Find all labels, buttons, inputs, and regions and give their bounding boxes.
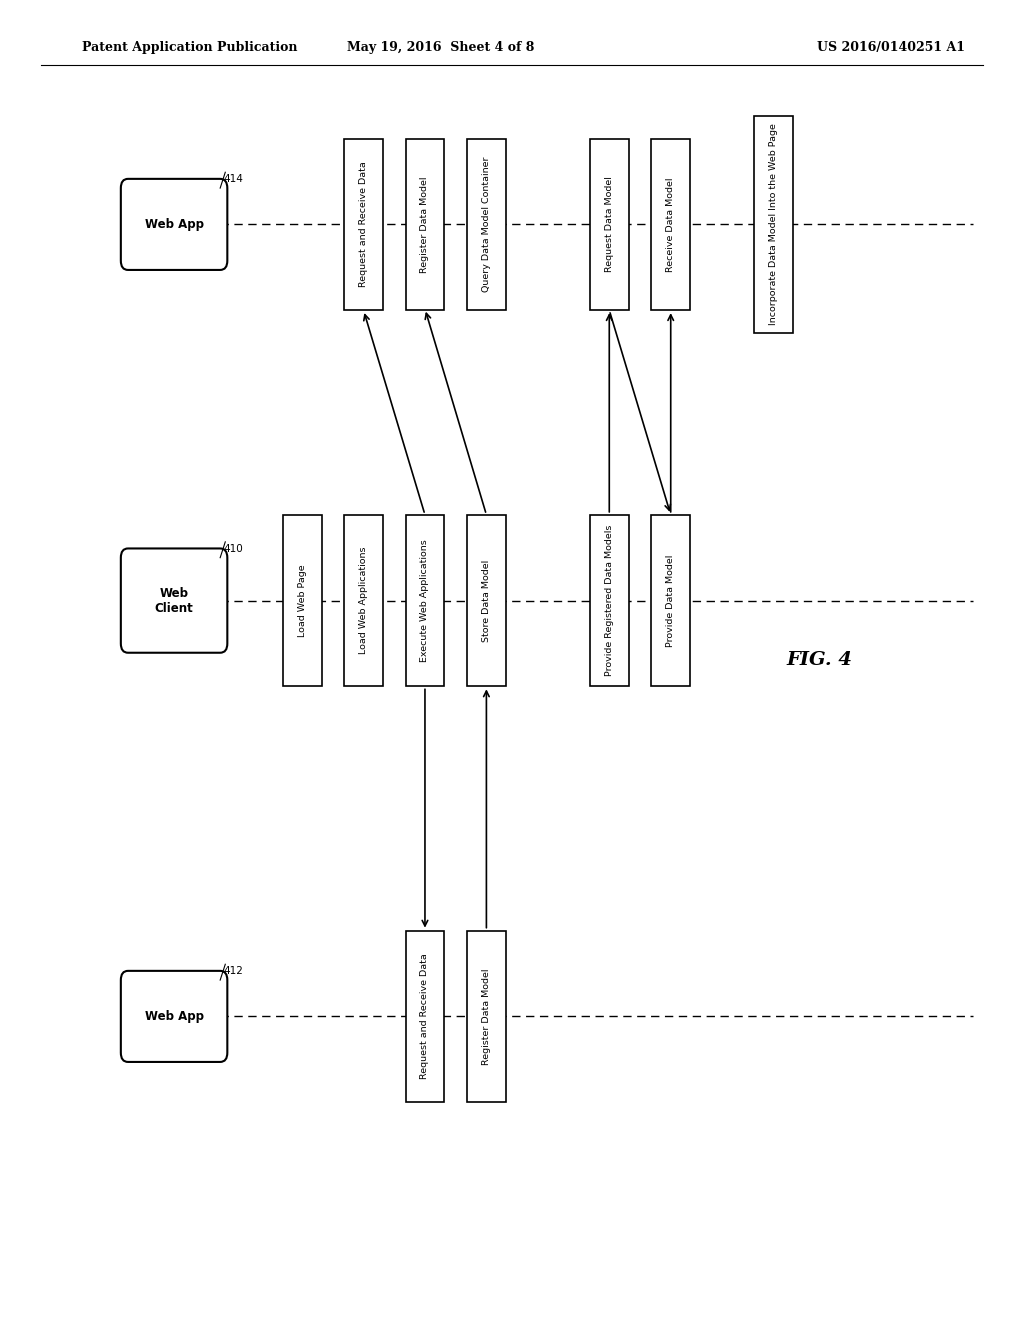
Text: US 2016/0140251 A1: US 2016/0140251 A1	[817, 41, 965, 54]
Text: Provide Data Model: Provide Data Model	[667, 554, 675, 647]
FancyBboxPatch shape	[121, 972, 227, 1061]
FancyBboxPatch shape	[344, 515, 383, 686]
Text: Receive Data Model: Receive Data Model	[667, 177, 675, 272]
Text: Provide Registered Data Models: Provide Registered Data Models	[605, 525, 613, 676]
FancyBboxPatch shape	[406, 515, 444, 686]
Text: Register Data Model: Register Data Model	[482, 968, 490, 1065]
Text: Register Data Model: Register Data Model	[421, 176, 429, 273]
Text: Patent Application Publication: Patent Application Publication	[82, 41, 297, 54]
FancyBboxPatch shape	[121, 178, 227, 271]
Text: Incorporate Data Model Into the Web Page: Incorporate Data Model Into the Web Page	[769, 124, 777, 325]
FancyBboxPatch shape	[754, 116, 793, 334]
Text: Load Web Page: Load Web Page	[298, 564, 306, 638]
Text: FIG. 4: FIG. 4	[786, 651, 852, 669]
Text: Web App: Web App	[144, 218, 204, 231]
FancyBboxPatch shape	[467, 931, 506, 1102]
Text: Request and Receive Data: Request and Receive Data	[359, 161, 368, 288]
Text: Execute Web Applications: Execute Web Applications	[421, 540, 429, 661]
Text: Web App: Web App	[144, 1010, 204, 1023]
FancyBboxPatch shape	[590, 139, 629, 310]
FancyBboxPatch shape	[467, 139, 506, 310]
Text: Web
Client: Web Client	[155, 586, 194, 615]
FancyBboxPatch shape	[406, 139, 444, 310]
FancyBboxPatch shape	[651, 515, 690, 686]
FancyBboxPatch shape	[283, 515, 322, 686]
FancyBboxPatch shape	[651, 139, 690, 310]
FancyBboxPatch shape	[344, 139, 383, 310]
Text: 410: 410	[223, 544, 243, 554]
FancyBboxPatch shape	[406, 931, 444, 1102]
Text: Load Web Applications: Load Web Applications	[359, 546, 368, 655]
FancyBboxPatch shape	[590, 515, 629, 686]
Text: Request and Receive Data: Request and Receive Data	[421, 953, 429, 1080]
Text: May 19, 2016  Sheet 4 of 8: May 19, 2016 Sheet 4 of 8	[347, 41, 534, 54]
FancyBboxPatch shape	[467, 515, 506, 686]
Text: 412: 412	[223, 966, 243, 977]
Text: Query Data Model Container: Query Data Model Container	[482, 157, 490, 292]
FancyBboxPatch shape	[121, 549, 227, 652]
Text: Request Data Model: Request Data Model	[605, 177, 613, 272]
Text: 414: 414	[223, 174, 243, 185]
Text: Store Data Model: Store Data Model	[482, 560, 490, 642]
